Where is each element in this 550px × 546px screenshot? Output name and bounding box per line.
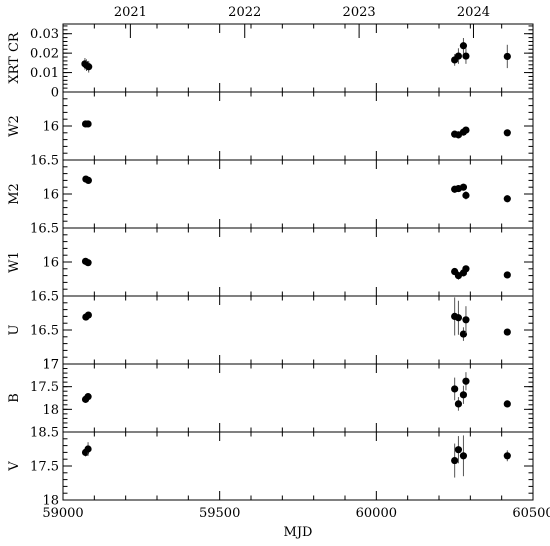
bottom-mjd-axis: 59000 59500 60000 60500 (42, 506, 550, 521)
panel-w2-ytick-label: 16 (42, 120, 59, 135)
data-point (462, 377, 470, 385)
panel-b-ytick-label: 17 (42, 358, 59, 373)
panel-w1: 16 16.5 W1 (7, 227, 534, 305)
panel-w2-frame (62, 91, 534, 161)
data-point (451, 385, 459, 393)
panel-v-frame (62, 431, 534, 501)
year-label: 2021 (114, 5, 147, 20)
panel-b-ylabel: B (7, 393, 22, 403)
panel-xrt-frame (62, 23, 534, 93)
panel-b: 17 17.5 18 18.5 B (7, 358, 534, 441)
panel-w1-ytick-label: 16.5 (30, 290, 59, 305)
x-tick-label: 60500 (512, 506, 550, 521)
panel-xrt: 0 0.01 0.02 0.03 XRT CR (7, 23, 534, 101)
panel-b-ytick-label: 18.5 (30, 426, 59, 441)
panel-xrt-ylabel: XRT CR (7, 31, 22, 84)
data-point (503, 195, 511, 203)
panel-b-ytick-label: 18 (42, 403, 59, 418)
panel-m2-ylabel: M2 (7, 183, 22, 205)
panel-xrt-ytick-label: 0.01 (30, 66, 59, 81)
data-point (454, 446, 463, 454)
data-point (84, 259, 92, 267)
panel-m2: 16 16.5 M2 (7, 159, 534, 237)
data-point (84, 176, 92, 184)
panel-w2-ytick-label: 16.5 (30, 154, 59, 169)
panel-w1-frame (62, 227, 534, 297)
data-point (459, 183, 468, 191)
data-point (503, 52, 511, 61)
panel-v: 17.5 18 V (7, 431, 534, 509)
x-axis-title: MJD (284, 525, 313, 540)
data-point (459, 391, 468, 399)
panel-xrt-ytick-label: 0.02 (30, 47, 59, 62)
data-point (459, 330, 468, 338)
panel-u-ytick-label: 17 (42, 358, 59, 373)
data-point (462, 265, 470, 273)
data-point (462, 126, 470, 134)
panel-m2-ytick-label: 16 (42, 188, 59, 203)
panel-xrt-ytick-label: 0.03 (30, 27, 59, 42)
panel-v-ytick-label: 17.5 (30, 460, 59, 475)
data-point (451, 456, 459, 465)
data-point (503, 452, 511, 460)
panel-m2-frame (62, 159, 534, 229)
year-label: 2022 (228, 5, 261, 20)
panel-b-ytick-label: 17.5 (30, 380, 59, 395)
data-point (503, 400, 511, 408)
panel-w2-ylabel: W2 (7, 115, 22, 137)
panel-u: 16.5 17 U (7, 295, 534, 373)
year-label: 2024 (457, 5, 490, 20)
data-point (85, 63, 93, 71)
panel-m2-ytick-label: 16.5 (30, 222, 59, 237)
data-point (462, 316, 470, 324)
data-point (459, 42, 468, 50)
data-point (84, 311, 92, 319)
panel-u-ylabel: U (7, 324, 22, 335)
panel-u-ytick-label: 16.5 (30, 324, 59, 339)
data-point (454, 400, 463, 408)
panel-v-ylabel: V (7, 461, 22, 472)
panel-w1-ylabel: W1 (7, 251, 22, 273)
panel-w1-ytick-label: 16 (42, 256, 59, 271)
top-year-axis: 2021 2022 2023 2024 (114, 5, 490, 38)
data-point (84, 393, 92, 401)
x-tick-label: 60000 (356, 506, 397, 521)
data-point (462, 52, 470, 60)
year-label: 2023 (343, 5, 376, 20)
x-tick-label: 59500 (199, 506, 240, 521)
data-point (462, 191, 470, 199)
data-point (503, 328, 511, 336)
x-tick-label: 59000 (42, 506, 83, 521)
data-point (459, 452, 468, 460)
panel-v-ytick-label: 18 (42, 494, 59, 509)
panel-xrt-ytick-label: 0 (51, 86, 59, 101)
panels-group: 0 0.01 0.02 0.03 XRT CR 16 16.5 W2 16 16.5 M2 16 16.… (7, 23, 534, 509)
panel-u-frame (62, 295, 534, 365)
data-point (84, 120, 92, 128)
data-point (84, 445, 92, 453)
data-point (454, 314, 463, 322)
data-point (454, 52, 463, 60)
data-point (503, 271, 511, 279)
data-point (503, 129, 511, 137)
panel-w2: 16 16.5 W2 (7, 91, 534, 169)
